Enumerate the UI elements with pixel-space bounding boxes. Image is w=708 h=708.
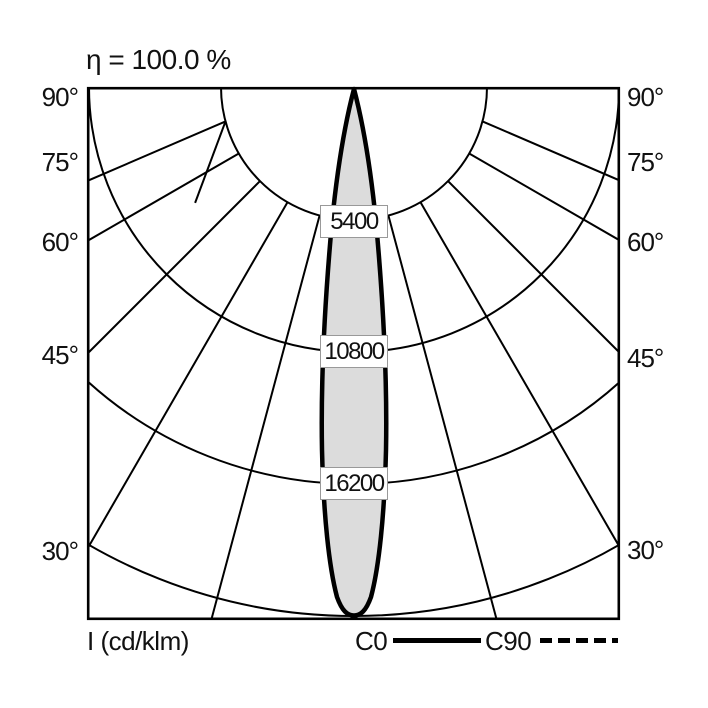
radial-axis-unit-label: I (cd/klm)	[87, 626, 189, 656]
plot-box-border	[86, 86, 621, 621]
legend-c0-solid-line-sample	[393, 638, 481, 643]
angle-label-left-75: 75°	[41, 147, 79, 177]
angle-ray-left-15	[210, 215, 321, 619]
angle-label-right-30: 30°	[627, 535, 664, 565]
angle-label-left-60: 60°	[41, 227, 79, 257]
angle-ray-right-75	[482, 120, 620, 182]
angle-ray-left-60	[88, 152, 240, 242]
legend-c90-dashed-line-sample	[540, 638, 618, 643]
legend-c90-label: C90	[485, 626, 532, 656]
angle-label-right-75: 75°	[627, 147, 664, 177]
angle-ray-right-15	[387, 215, 498, 619]
ring-value-label-5400: 5400	[320, 205, 388, 238]
angle-ray-left-75	[88, 120, 226, 182]
angle-label-left-90: 90°	[41, 82, 79, 112]
angle-ray-left-75	[194, 121, 227, 204]
legend-c0-label: C0	[355, 626, 388, 656]
angle-label-right-45: 45°	[627, 343, 664, 373]
angle-label-right-90: 90°	[627, 82, 664, 112]
angle-label-left-30: 30°	[41, 536, 79, 566]
angle-label-right-60: 60°	[627, 227, 664, 257]
angle-ray-right-60	[468, 152, 620, 242]
angle-label-left-45: 45°	[41, 340, 79, 370]
angle-ray-left-30	[88, 201, 289, 550]
ring-value-label-10800: 10800	[320, 335, 388, 368]
angle-ray-left-45	[88, 180, 261, 355]
angle-ray-right-45	[447, 180, 620, 355]
efficiency-title: η = 100.0 %	[86, 44, 231, 75]
angle-ray-right-30	[419, 201, 620, 550]
ring-value-label-16200: 16200	[320, 467, 388, 500]
